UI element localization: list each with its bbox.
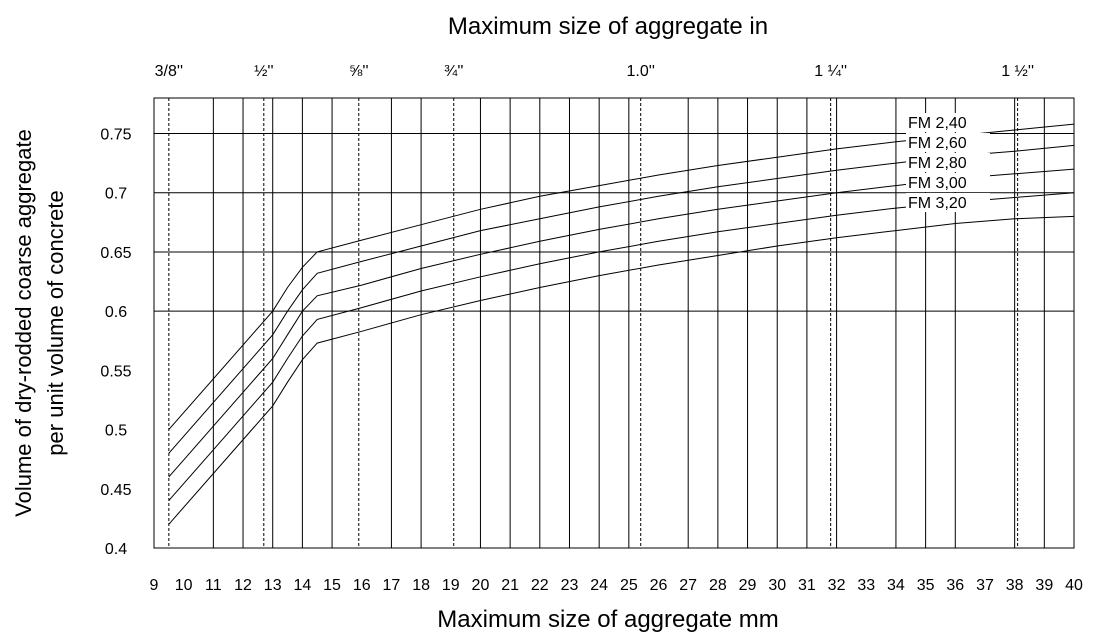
y-axis-title-line2: per unit volume of concrete <box>43 190 68 455</box>
x-tick-label: 40 <box>1065 577 1083 594</box>
x-tick-label: 27 <box>679 577 697 594</box>
y-tick-label: 0.75 <box>100 127 131 144</box>
x-tick-label: 34 <box>887 577 905 594</box>
x-tick-label: 15 <box>323 577 341 594</box>
series-label: FM 2,40 <box>908 115 967 132</box>
x-tick-label: 26 <box>650 577 668 594</box>
x-tick-label: 22 <box>531 577 549 594</box>
x-tick-label: 29 <box>739 577 757 594</box>
x-tick-label: 25 <box>620 577 638 594</box>
x-tick-label: 18 <box>412 577 430 594</box>
inch-tick-label: ½'' <box>254 63 273 80</box>
x-tick-label: 31 <box>798 577 816 594</box>
x-tick-label: 13 <box>264 577 282 594</box>
x-tick-label: 35 <box>917 577 935 594</box>
series-label-bg <box>906 193 990 212</box>
x-tick-label: 14 <box>293 577 311 594</box>
vertical-gridlines <box>212 98 1045 548</box>
inch-tick-label: 1.0'' <box>627 63 655 80</box>
series-label-bg <box>906 153 990 172</box>
plot-area-frame <box>153 97 1075 549</box>
x-tick-label: 24 <box>590 577 608 594</box>
series-label: FM 2,80 <box>908 155 967 172</box>
x-tick-label: 36 <box>946 577 964 594</box>
dashed-inch-gridlines <box>168 98 1019 548</box>
y-axis-title-line1: Volume of dry-rodded coarse aggregate <box>11 129 36 517</box>
x-tick-label: 11 <box>205 577 222 594</box>
y-tick-label: 0.4 <box>105 541 127 558</box>
x-tick-label: 28 <box>709 577 727 594</box>
x-tick-label: 23 <box>561 577 579 594</box>
x-tick-label: 19 <box>442 577 460 594</box>
x-tick-label: 38 <box>1006 577 1024 594</box>
series-line <box>168 123 1075 430</box>
series-line <box>168 144 1075 454</box>
series-label: FM 3,20 <box>908 195 967 212</box>
inch-tick-label: 1 ½'' <box>1001 63 1034 80</box>
x-tick-label: 33 <box>857 577 875 594</box>
x-tick-label: 10 <box>175 577 193 594</box>
top-axis-title: Maximum size of aggregate in <box>448 13 768 40</box>
inch-tick-label: ¾'' <box>444 63 463 80</box>
x-tick-label: 32 <box>828 577 846 594</box>
x-tick-labels: 9 10 11 12 13 14 15 16 17 18 19 20 21 22 23 24 25 26 27 28 2… <box>150 577 1083 594</box>
x-tick-label: 21 <box>501 577 519 594</box>
series-line <box>168 192 1075 501</box>
x-tick-label: 9 <box>150 577 159 594</box>
series-line <box>168 168 1075 478</box>
y-tick-label: 0.65 <box>100 245 131 262</box>
fm-series-labels: FM 2,40 FM 2,60 FM 2,80 FM 3,00 FM 3,20 <box>906 113 990 212</box>
y-tick-label: 0.55 <box>100 363 131 380</box>
x-tick-label: 12 <box>234 577 252 594</box>
y-tick-label: 0.7 <box>105 186 127 203</box>
x-tick-label: 39 <box>1035 577 1053 594</box>
x-tick-label: 16 <box>353 577 371 594</box>
series-label-bg <box>906 133 990 152</box>
inch-tick-label: ⅝'' <box>349 63 368 80</box>
x-tick-label: 37 <box>976 577 994 594</box>
fm-series-lines <box>168 123 1075 525</box>
x-axis-title: Maximum size of aggregate mm <box>437 606 778 633</box>
x-tick-label: 30 <box>768 577 786 594</box>
x-tick-label: 20 <box>472 577 490 594</box>
inch-tick-label: 1 ¼'' <box>814 63 847 80</box>
series-label: FM 3,00 <box>908 175 967 192</box>
series-label-bg <box>906 113 990 132</box>
inch-tick-label: 3/8'' <box>155 63 183 80</box>
inch-tick-labels: 3/8'' ½'' ⅝'' ¾'' 1.0'' 1 ¼'' 1 ½'' <box>155 63 1034 80</box>
y-tick-label: 0.5 <box>105 423 127 440</box>
y-tick-label: 0.45 <box>100 482 131 499</box>
y-tick-labels: 0.4 0.45 0.5 0.55 0.6 0.65 0.7 0.75 <box>100 127 131 558</box>
y-tick-label: 0.6 <box>105 304 127 321</box>
series-line <box>168 215 1075 525</box>
x-tick-label: 17 <box>383 577 401 594</box>
series-label-bg <box>906 173 990 192</box>
series-label: FM 2,60 <box>908 135 967 152</box>
